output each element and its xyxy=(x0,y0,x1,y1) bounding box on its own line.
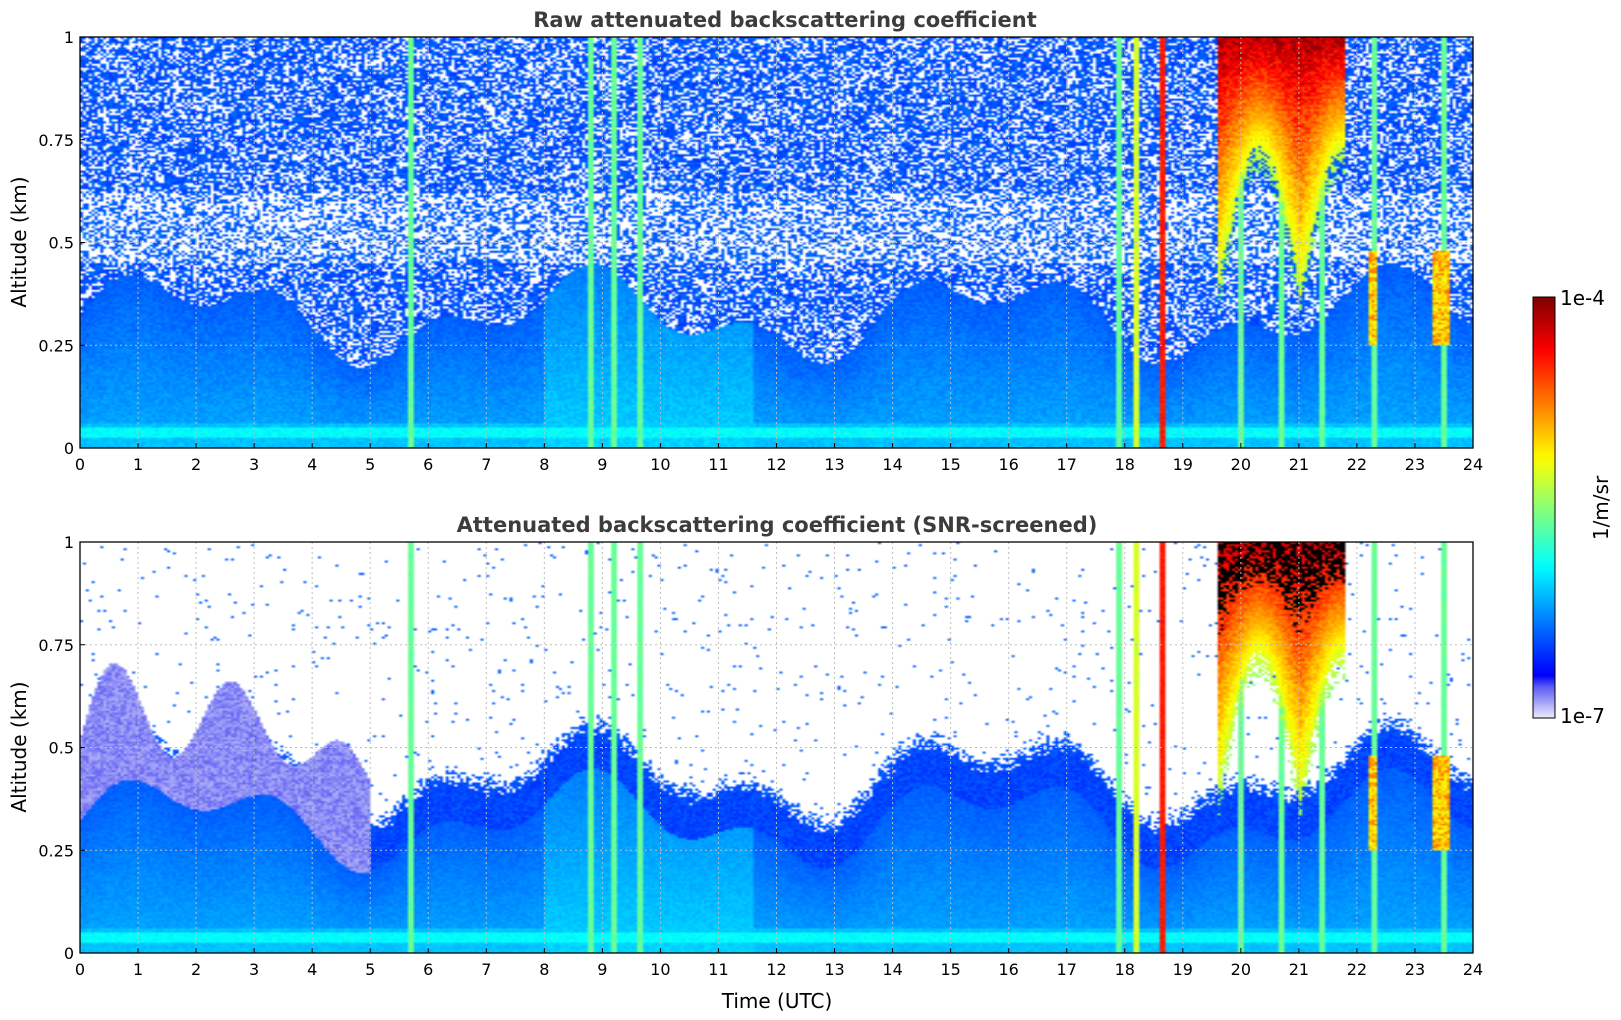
x-tick-label: 19 xyxy=(1173,455,1193,474)
x-tick-label: 23 xyxy=(1405,960,1425,979)
x-tick-label: 1 xyxy=(133,960,143,979)
x-tick-label: 14 xyxy=(882,960,902,979)
y-tick-label: 0 xyxy=(64,944,74,963)
x-tick-label: 3 xyxy=(249,455,259,474)
x-tick-label: 11 xyxy=(708,455,728,474)
x-tick-label: 13 xyxy=(824,455,844,474)
x-tick-label: 7 xyxy=(481,455,491,474)
x-tick-label: 22 xyxy=(1347,960,1367,979)
x-tick-label: 23 xyxy=(1405,455,1425,474)
colorbar-gradient xyxy=(1532,296,1556,719)
x-tick-label: 10 xyxy=(650,455,670,474)
x-tick-label: 18 xyxy=(1115,960,1135,979)
panel-raw-title: Raw attenuated backscattering coefficien… xyxy=(533,8,1037,32)
x-tick-label: 0 xyxy=(75,960,85,979)
y-tick-label: 0.5 xyxy=(49,234,74,253)
x-tick-label: 12 xyxy=(766,455,786,474)
y-tick-label: 0.5 xyxy=(49,739,74,758)
panel-raw-y-ticks: 0 0.25 0.5 0.75 1 xyxy=(38,28,85,458)
panel-raw-grid xyxy=(80,37,1473,448)
x-tick-label: 6 xyxy=(423,960,433,979)
x-tick-label: 18 xyxy=(1115,455,1135,474)
panel-snr-xlabel: Time (UTC) xyxy=(721,989,833,1013)
x-tick-label: 5 xyxy=(365,960,375,979)
x-tick-label: 0 xyxy=(75,455,85,474)
x-tick-label: 11 xyxy=(708,960,728,979)
panel-snr-x-ticks: 0 1 2 3 4 5 6 7 8 9 10 11 12 13 14 15 16 17 18 19 20 21 22 23 24 xyxy=(75,948,1483,979)
x-tick-label: 13 xyxy=(824,960,844,979)
x-tick-label: 21 xyxy=(1289,960,1309,979)
x-tick-label: 17 xyxy=(1057,455,1077,474)
x-tick-label: 9 xyxy=(597,960,607,979)
y-tick-label: 0.25 xyxy=(38,336,74,355)
x-tick-label: 2 xyxy=(191,455,201,474)
panel-raw: Raw attenuated backscattering coefficien… xyxy=(7,8,1483,474)
colorbar-unit-label: 1/m/sr xyxy=(1589,475,1613,540)
panel-snr-grid xyxy=(80,542,1473,953)
x-tick-label: 9 xyxy=(597,455,607,474)
x-tick-label: 19 xyxy=(1173,960,1193,979)
x-tick-label: 3 xyxy=(249,960,259,979)
panel-raw-x-ticks: 0 1 2 3 4 5 6 7 8 9 10 11 12 13 14 15 16 17 18 19 20 21 22 23 24 xyxy=(75,443,1483,474)
panel-snr-ylabel: Altitude (km) xyxy=(7,681,31,812)
x-tick-label: 17 xyxy=(1057,960,1077,979)
y-tick-label: 0 xyxy=(64,439,74,458)
x-tick-label: 15 xyxy=(940,455,960,474)
colorbar-min-label: 1e-7 xyxy=(1560,704,1605,728)
y-tick-label: 0.75 xyxy=(38,636,74,655)
x-tick-label: 14 xyxy=(882,455,902,474)
x-tick-label: 1 xyxy=(133,455,143,474)
panel-snr: Attenuated backscattering coefficient (S… xyxy=(7,513,1483,1013)
x-tick-label: 5 xyxy=(365,455,375,474)
y-tick-label: 0.75 xyxy=(38,131,74,150)
colorbar: 1e-4 1e-7 1/m/sr xyxy=(1532,286,1613,728)
x-tick-label: 24 xyxy=(1463,455,1483,474)
x-tick-label: 24 xyxy=(1463,960,1483,979)
y-tick-label: 1 xyxy=(64,533,74,552)
x-tick-label: 21 xyxy=(1289,455,1309,474)
x-tick-label: 10 xyxy=(650,960,670,979)
x-tick-label: 12 xyxy=(766,960,786,979)
x-tick-label: 4 xyxy=(307,960,317,979)
x-tick-label: 16 xyxy=(998,960,1018,979)
panel-raw-ylabel: Altitude (km) xyxy=(7,176,31,307)
colorbar-max-label: 1e-4 xyxy=(1560,286,1605,310)
x-tick-label: 8 xyxy=(539,455,549,474)
x-tick-label: 2 xyxy=(191,960,201,979)
y-tick-label: 1 xyxy=(64,28,74,47)
x-tick-label: 20 xyxy=(1231,960,1251,979)
panel-snr-y-ticks: 0 0.25 0.5 0.75 1 xyxy=(38,533,85,963)
x-tick-label: 6 xyxy=(423,455,433,474)
x-tick-label: 15 xyxy=(940,960,960,979)
x-tick-label: 22 xyxy=(1347,455,1367,474)
x-tick-label: 8 xyxy=(539,960,549,979)
x-tick-label: 7 xyxy=(481,960,491,979)
x-tick-label: 20 xyxy=(1231,455,1251,474)
panel-snr-title: Attenuated backscattering coefficient (S… xyxy=(457,513,1098,537)
x-tick-label: 16 xyxy=(998,455,1018,474)
y-tick-label: 0.25 xyxy=(38,841,74,860)
x-tick-label: 4 xyxy=(307,455,317,474)
